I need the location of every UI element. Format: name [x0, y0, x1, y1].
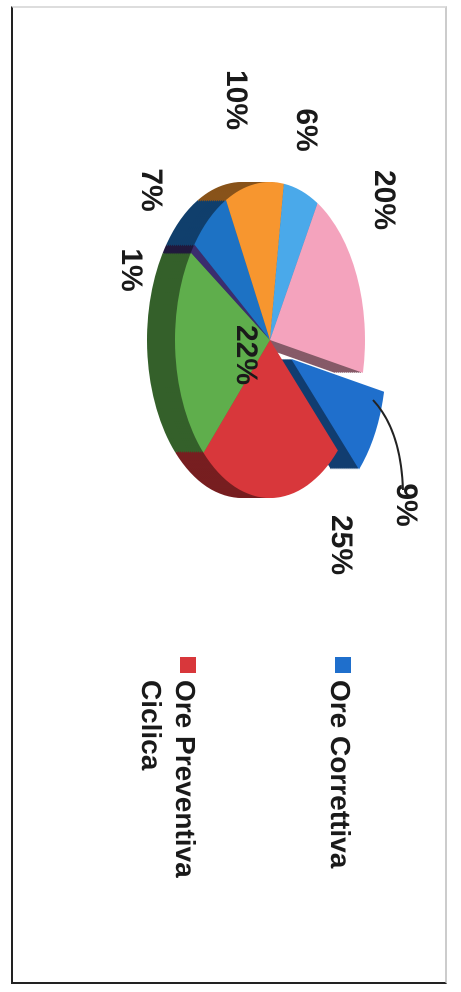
- data-label: 9%: [390, 483, 423, 526]
- slice: [194, 199, 270, 340]
- data-label: 1%: [115, 248, 148, 291]
- legend-swatch: [180, 657, 196, 673]
- slice: [270, 203, 365, 373]
- leader-line: [372, 399, 404, 491]
- data-label: 22%: [230, 325, 263, 385]
- data-label: 7%: [135, 168, 168, 211]
- data-label: 25%: [325, 515, 358, 575]
- slice: [175, 252, 270, 453]
- legend-label: Ore Correttiva: [325, 680, 356, 869]
- data-label: 6%: [290, 108, 323, 151]
- slice: [190, 244, 270, 340]
- slice: [291, 358, 385, 470]
- slice: [225, 182, 284, 340]
- slice: [203, 340, 338, 498]
- data-label: 20%: [368, 170, 401, 230]
- slice: [270, 183, 318, 340]
- legend-swatch: [335, 657, 351, 673]
- data-label: 10%: [220, 70, 253, 130]
- legend-label: Ore Preventiva Ciclica: [136, 680, 201, 878]
